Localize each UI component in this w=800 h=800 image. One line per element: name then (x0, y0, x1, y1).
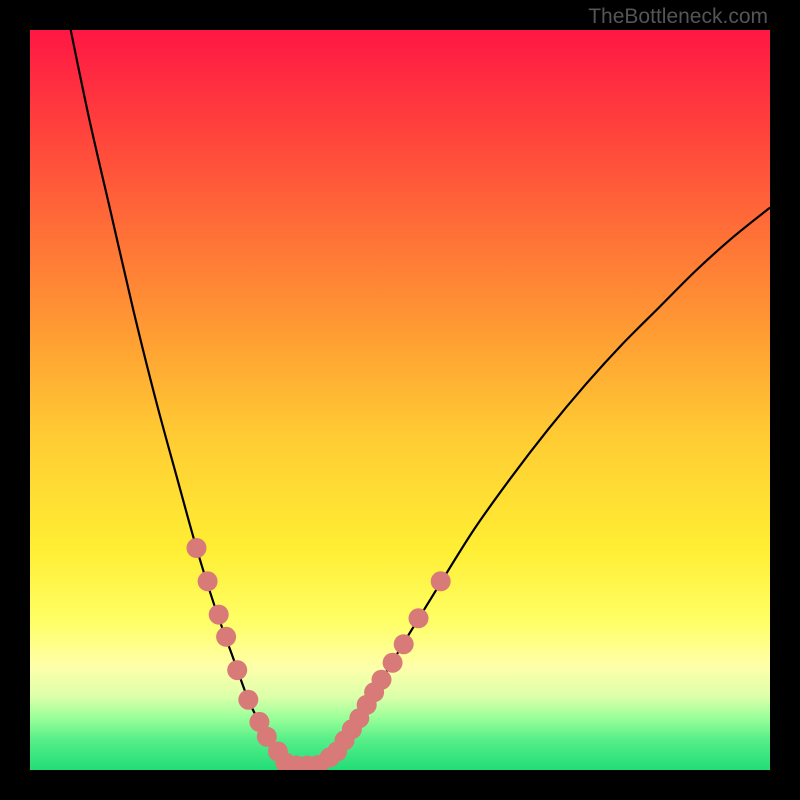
marker-dot (431, 571, 451, 591)
marker-dot (238, 690, 258, 710)
chart-container (30, 30, 770, 770)
marker-dot (187, 538, 207, 558)
marker-dot (394, 634, 414, 654)
v-curve (71, 30, 770, 767)
marker-dot (209, 605, 229, 625)
marker-dot (409, 608, 429, 628)
marker-dot (198, 571, 218, 591)
marker-dots (187, 538, 451, 770)
chart-overlay (30, 30, 770, 770)
marker-dot (216, 627, 236, 647)
marker-dot (227, 660, 247, 680)
marker-dot (383, 653, 403, 673)
marker-dot (372, 670, 392, 690)
watermark-text: TheBottleneck.com (588, 5, 768, 29)
